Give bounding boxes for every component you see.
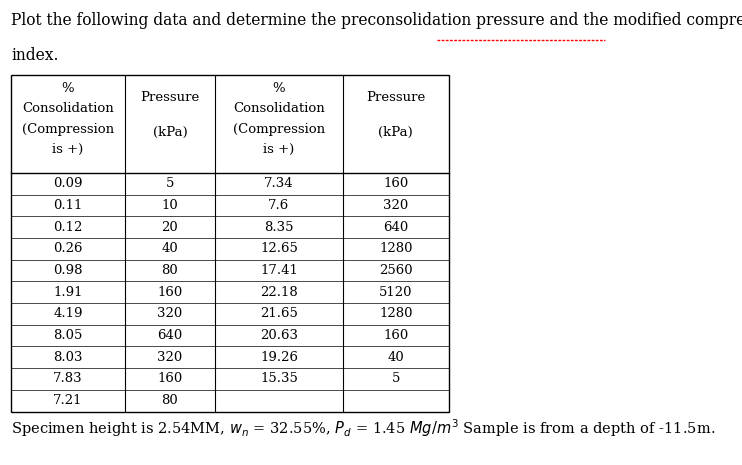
Text: 320: 320 [157,307,183,320]
Text: 7.83: 7.83 [53,372,82,385]
Text: (Compression: (Compression [233,123,325,136]
Text: 15.35: 15.35 [260,372,298,385]
Text: is +): is +) [52,143,84,156]
Text: 7.34: 7.34 [264,177,294,190]
Text: 160: 160 [157,372,183,385]
Text: 160: 160 [157,286,183,299]
Text: 160: 160 [383,177,409,190]
Text: 8.35: 8.35 [264,221,294,233]
Text: index.: index. [11,46,59,64]
Text: 5: 5 [165,177,174,190]
Text: 80: 80 [162,264,178,277]
Text: 8.05: 8.05 [53,329,82,342]
Text: %: % [272,82,286,95]
Text: 21.65: 21.65 [260,307,298,320]
Text: 1280: 1280 [379,242,413,255]
Text: Plot the following data and determine the preconsolidation pressure and the modi: Plot the following data and determine th… [11,12,742,29]
Text: 19.26: 19.26 [260,351,298,364]
Text: 7.21: 7.21 [53,394,82,407]
Text: 640: 640 [383,221,409,233]
Text: Consolidation: Consolidation [233,102,325,115]
Text: Specimen height is 2.54MM, $w_n$ = 32.55%, $P_d$ = 1.45 $\mathit{Mg/m}^3$ Sample: Specimen height is 2.54MM, $w_n$ = 32.55… [11,418,715,439]
Text: 80: 80 [162,394,178,407]
Text: 320: 320 [383,199,409,212]
Text: Pressure: Pressure [367,92,425,105]
Text: (kPa): (kPa) [153,126,187,140]
Text: 22.18: 22.18 [260,286,298,299]
Text: 640: 640 [157,329,183,342]
Text: 160: 160 [383,329,409,342]
Text: 4.19: 4.19 [53,307,82,320]
Text: 5120: 5120 [379,286,413,299]
Text: (kPa): (kPa) [378,126,413,140]
Text: 0.98: 0.98 [53,264,82,277]
Text: 20.63: 20.63 [260,329,298,342]
Text: 10: 10 [162,199,178,212]
Text: 0.09: 0.09 [53,177,82,190]
Text: 0.12: 0.12 [53,221,82,233]
Text: 2560: 2560 [379,264,413,277]
Text: Pressure: Pressure [140,92,200,105]
Text: 5: 5 [392,372,400,385]
Text: 40: 40 [162,242,178,255]
Text: is +): is +) [263,143,295,156]
Text: 8.03: 8.03 [53,351,82,364]
Text: 1.91: 1.91 [53,286,82,299]
Bar [11,75,449,412]
Text: 320: 320 [157,351,183,364]
Text: Consolidation: Consolidation [22,102,114,115]
Text: 20: 20 [162,221,178,233]
Text: 17.41: 17.41 [260,264,298,277]
Text: 7.6: 7.6 [269,199,289,212]
Text: %: % [62,82,74,95]
Text: 0.11: 0.11 [53,199,82,212]
Text: 0.26: 0.26 [53,242,82,255]
Text: 12.65: 12.65 [260,242,298,255]
Text: (Compression: (Compression [22,123,114,136]
Text: 1280: 1280 [379,307,413,320]
Text: 40: 40 [387,351,404,364]
